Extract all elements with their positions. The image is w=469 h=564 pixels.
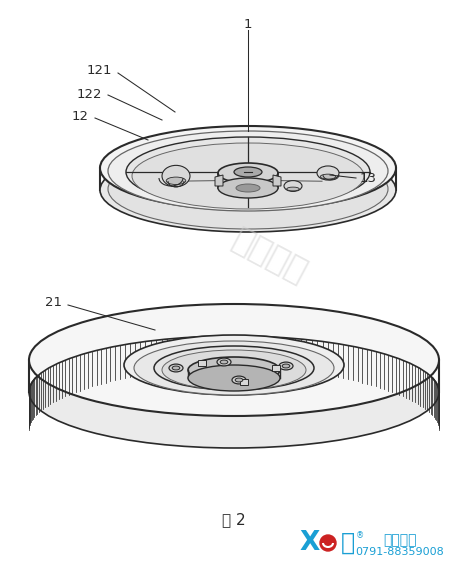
Ellipse shape bbox=[100, 126, 396, 210]
Ellipse shape bbox=[218, 163, 278, 183]
Ellipse shape bbox=[154, 346, 314, 390]
Ellipse shape bbox=[124, 335, 344, 395]
FancyBboxPatch shape bbox=[240, 379, 248, 385]
Ellipse shape bbox=[218, 178, 278, 198]
Text: X: X bbox=[300, 530, 320, 556]
Ellipse shape bbox=[236, 184, 260, 192]
Ellipse shape bbox=[108, 131, 388, 211]
Text: 1: 1 bbox=[244, 19, 252, 32]
Ellipse shape bbox=[282, 364, 290, 368]
Ellipse shape bbox=[162, 350, 306, 390]
Circle shape bbox=[320, 535, 336, 551]
Text: 洁: 洁 bbox=[341, 531, 355, 555]
Ellipse shape bbox=[188, 357, 280, 383]
Ellipse shape bbox=[284, 180, 302, 191]
Ellipse shape bbox=[134, 341, 334, 395]
Ellipse shape bbox=[108, 149, 388, 229]
Ellipse shape bbox=[232, 376, 246, 384]
Text: 122: 122 bbox=[76, 87, 102, 100]
Ellipse shape bbox=[100, 148, 396, 232]
Ellipse shape bbox=[132, 143, 364, 209]
Ellipse shape bbox=[169, 364, 183, 372]
Text: 0791-88359008: 0791-88359008 bbox=[356, 547, 444, 557]
Text: 旭洁环保: 旭洁环保 bbox=[227, 222, 313, 288]
Ellipse shape bbox=[217, 358, 231, 366]
Ellipse shape bbox=[279, 362, 293, 370]
Ellipse shape bbox=[320, 174, 336, 179]
Ellipse shape bbox=[29, 336, 439, 448]
Text: 21: 21 bbox=[45, 297, 62, 310]
Text: 121: 121 bbox=[86, 64, 112, 77]
Ellipse shape bbox=[317, 166, 339, 180]
Ellipse shape bbox=[172, 366, 180, 370]
Ellipse shape bbox=[235, 378, 243, 382]
Ellipse shape bbox=[234, 167, 262, 177]
Polygon shape bbox=[273, 175, 281, 186]
Text: 图 2: 图 2 bbox=[222, 513, 246, 527]
Ellipse shape bbox=[287, 187, 299, 191]
Ellipse shape bbox=[220, 360, 228, 364]
Ellipse shape bbox=[188, 365, 280, 391]
Ellipse shape bbox=[29, 304, 439, 416]
Text: 12: 12 bbox=[72, 111, 89, 124]
Ellipse shape bbox=[166, 177, 186, 184]
Text: 13: 13 bbox=[360, 171, 377, 184]
Ellipse shape bbox=[162, 165, 190, 187]
Text: 旭洁环保: 旭洁环保 bbox=[383, 533, 417, 547]
Polygon shape bbox=[215, 175, 223, 186]
Ellipse shape bbox=[126, 137, 370, 207]
Text: ®: ® bbox=[356, 531, 364, 540]
FancyBboxPatch shape bbox=[272, 365, 280, 371]
FancyBboxPatch shape bbox=[198, 360, 206, 366]
